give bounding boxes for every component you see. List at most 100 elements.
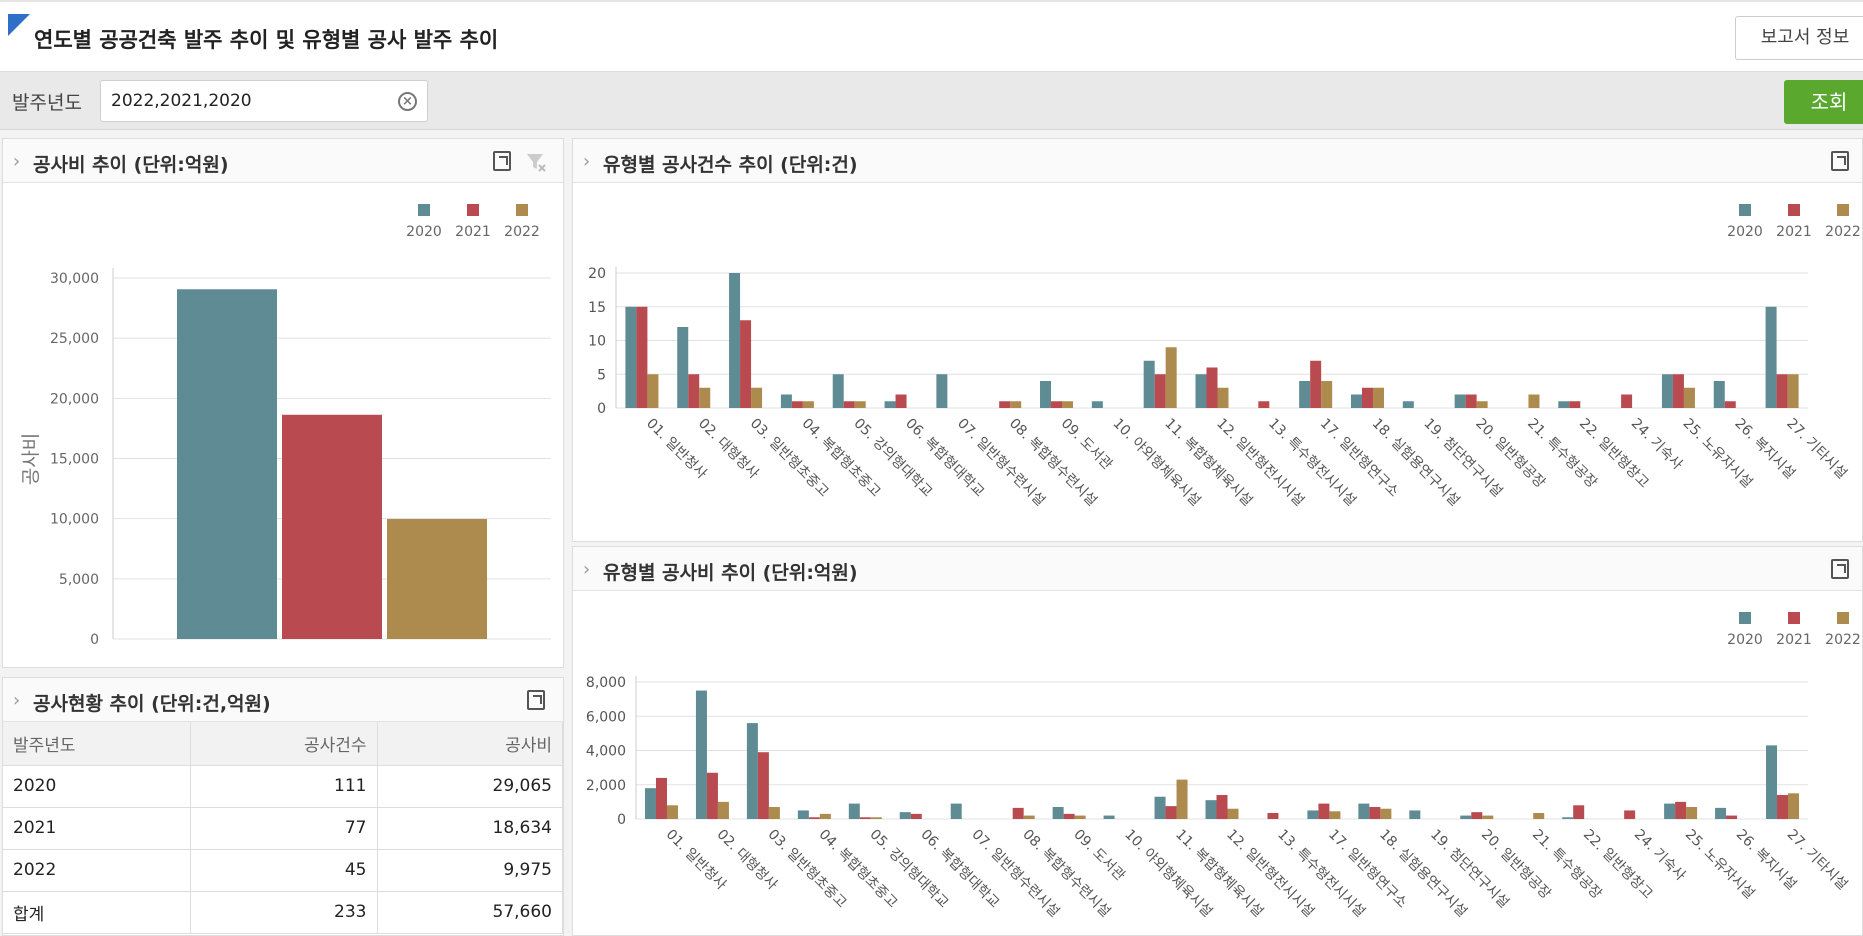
bar-2020 [1454,394,1466,408]
bar-2020 [644,788,656,819]
export-icon[interactable] [527,690,545,710]
legend-swatch [1739,204,1751,216]
bar-2021 [1465,394,1477,408]
x-tick-label: 07. 일반형수련시설 [968,827,1062,921]
bar-2022 [1217,387,1229,408]
bar-2021 [1776,374,1788,408]
table-row[interactable]: 2021 77 18,634 [3,807,563,850]
report-info-button[interactable]: 보고서 정보 [1735,16,1863,60]
bar-2021 [1573,805,1585,819]
bar-2022 [1329,811,1341,819]
table-row[interactable]: 합계 233 57,660 [3,891,563,934]
bar-2021 [655,777,667,819]
corner-mark-icon [8,14,30,36]
x-tick-label: 07. 일반형수련시설 [954,416,1048,510]
y-tick-label: 15 [588,300,606,316]
bar-2021 [1672,374,1684,408]
clear-icon[interactable]: × [398,92,417,111]
bar-2022 [1074,815,1086,819]
legend-swatch [1837,204,1849,216]
bar-2020 [1091,401,1103,408]
bar-2020 [1358,803,1370,819]
bar-2020 [1143,360,1155,408]
bar-2020 [1558,401,1570,408]
column-header[interactable]: 공사비 [377,722,563,766]
bar-2020 [848,803,860,819]
bar-2021 [1258,401,1270,408]
bar-2020 [1765,306,1777,408]
bar-2020 [1052,807,1064,819]
bar-2021 [843,401,855,408]
y-tick-label: 10 [588,334,606,350]
legend-label: 2022 [504,224,540,240]
y-tick-label: 0 [90,632,99,648]
bar-2020 [625,306,637,408]
export-icon[interactable] [493,151,511,171]
bar-2020 [1409,810,1421,819]
legend-swatch [1788,204,1800,216]
bar-2020 [936,374,948,408]
legend-swatch [1837,612,1849,624]
order-year-input[interactable]: 2022,2021,2020 × [100,80,428,122]
bar-2021 [1621,394,1633,408]
bar-2022 [1062,401,1074,408]
table-row[interactable]: 2020 111 29,065 [3,765,563,808]
bar-2020 [1713,381,1725,408]
order-year-value: 2022,2021,2020 [111,91,252,111]
bar-2021 [808,817,820,819]
legend-label: 2021 [1776,224,1812,240]
y-tick-label: 5,000 [59,572,99,588]
bar-2022 [1788,793,1800,819]
search-button[interactable]: 조회 [1784,80,1863,124]
bar-2020 [1402,401,1414,408]
chevron-right-icon[interactable]: › [583,559,591,580]
x-tick-label: 13. 특수형전시시설 [1265,416,1359,510]
export-icon[interactable] [1831,559,1849,579]
bar-2021 [791,401,803,408]
bar-2021 [1206,367,1218,408]
bar-2021 [1675,801,1687,819]
table-cell: 45 [190,849,378,892]
count-by-type-panel: › 유형별 공사건수 추이 (단위:건) 2020 2021 2022 0 5 10 15 2… [572,138,1863,542]
bar-2022 [1787,374,1799,408]
panel-title: 유형별 공사건수 추이 (단위:건) [603,154,858,176]
legend-label: 2021 [455,224,491,240]
table-cell: 2020 [3,765,191,808]
chevron-right-icon[interactable]: › [13,690,21,711]
cost-trend-chart: 2020 2021 2022 0 5,000 10,000 15,000 20,000 25,0… [20,204,551,648]
x-tick-label: 12. 일반형전시시설 [1223,827,1317,921]
bar-2022 [1321,381,1333,408]
bar-2021 [1051,401,1063,408]
legend-swatch [418,204,430,216]
bar-2020 [1040,381,1052,408]
bar-2021 [1154,374,1166,408]
bar-2020 [729,273,741,408]
chevron-right-icon[interactable]: › [583,151,591,172]
table-cell: 77 [190,807,378,850]
bar-2021 [688,374,700,408]
y-tick-label: 25,000 [50,331,99,347]
bar-2022 [1528,394,1540,408]
panel-header: › 공사현황 추이 (단위:건,억원) [3,678,563,722]
bar-2022 [717,801,729,819]
table-cell: 2022 [3,849,191,892]
bar-2020 [1205,800,1217,819]
export-icon[interactable] [1831,151,1849,171]
bar-2020 [832,374,844,408]
x-tick-label: 18. 실험용연구시설 [1369,416,1463,510]
legend-label: 2020 [406,224,442,240]
bar-2022 [1533,813,1545,819]
panel-header: › 공사비 추이 (단위:억원) [3,139,563,183]
bar-2022 [699,387,711,408]
chevron-right-icon[interactable]: › [13,151,21,172]
table-cell: 합계 [3,891,191,934]
column-header[interactable]: 발주년도 [3,722,191,766]
bar-2021 [740,320,752,408]
bar-2021 [282,414,382,639]
table-header-row: 발주년도 공사건수 공사비 [3,722,563,766]
filter-clear-icon[interactable] [525,151,547,173]
column-header[interactable]: 공사건수 [190,722,378,766]
panel-header: › 유형별 공사비 추이 (단위:억원) [573,547,1862,591]
table-row[interactable]: 2022 45 9,975 [3,849,563,892]
bar-2022 [870,817,882,819]
